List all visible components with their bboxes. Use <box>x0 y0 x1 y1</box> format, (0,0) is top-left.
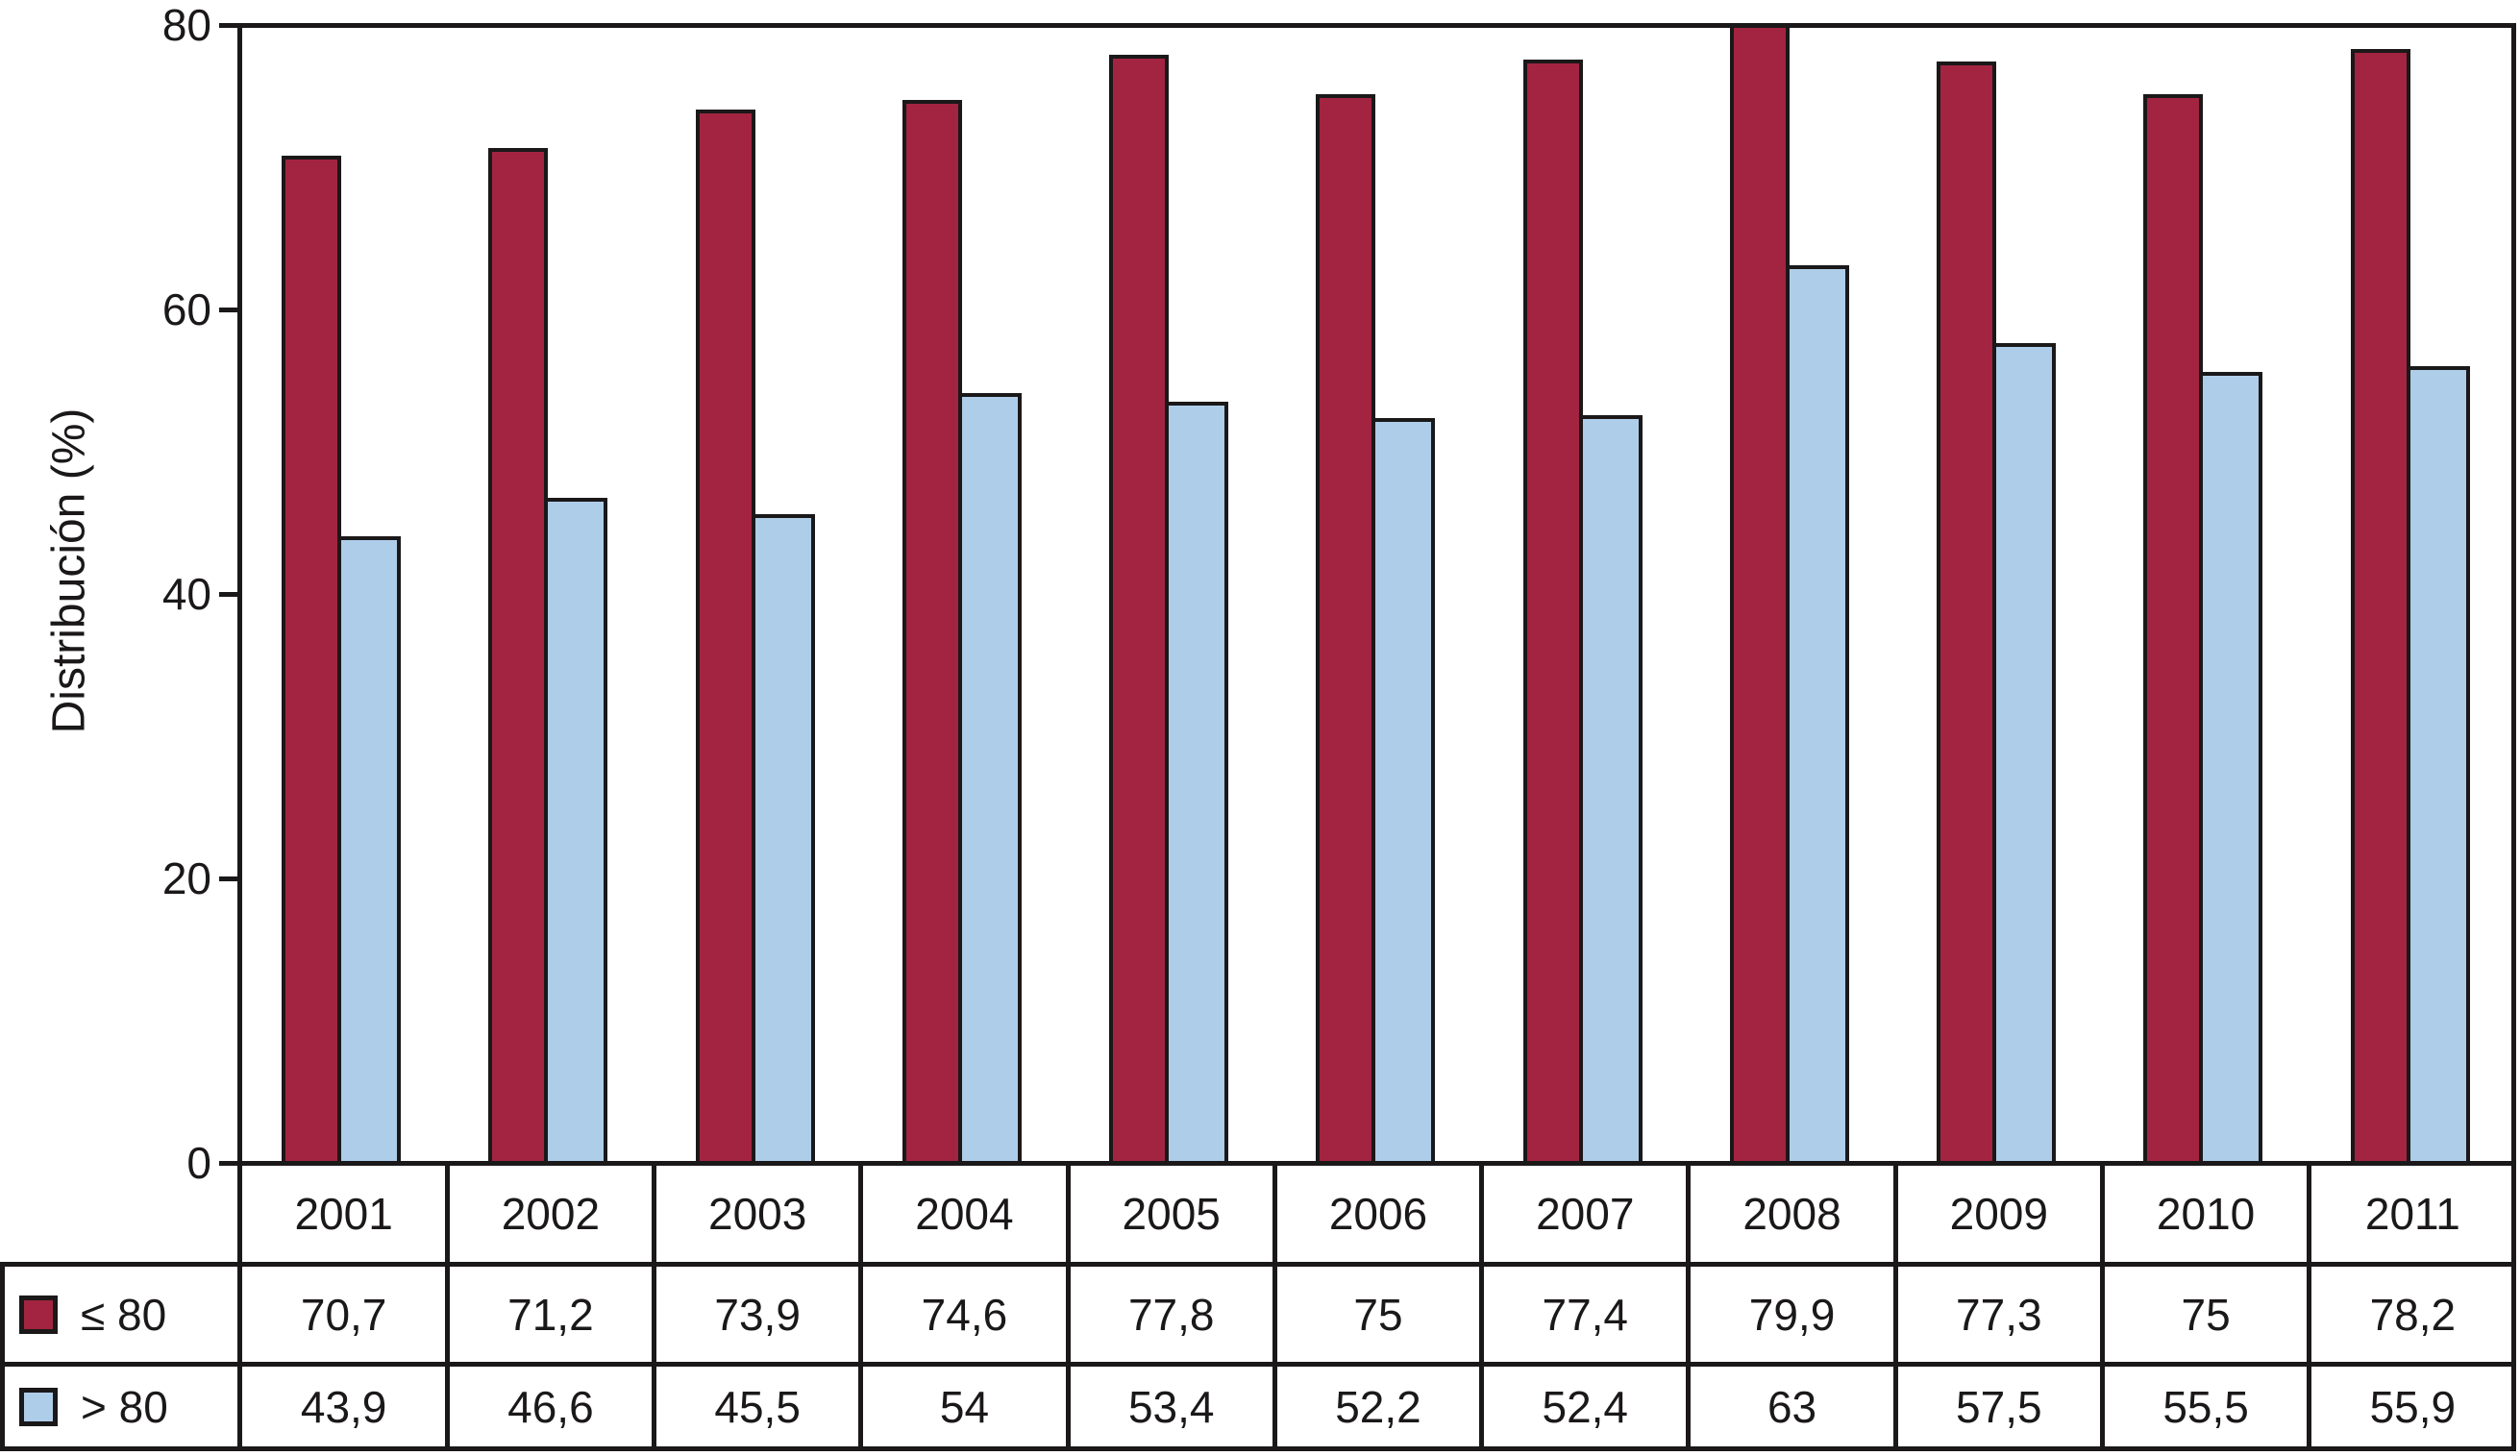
year-header-cell: 2005 <box>1122 1189 1221 1239</box>
table-column-line <box>858 1161 864 1451</box>
bar-2011-le80 <box>2350 48 2410 1161</box>
y-axis-tick-label: 60 <box>161 284 211 334</box>
bar-2010-le80 <box>2143 94 2204 1161</box>
legend-cell-le80: ≤ 80 <box>5 1267 240 1362</box>
bar-2011-gt80 <box>2409 365 2470 1161</box>
table-left-border <box>0 1262 5 1451</box>
bar-2005-gt80 <box>1169 401 1229 1161</box>
bar-2008-le80 <box>1729 24 1790 1161</box>
y-axis-tick-label: 40 <box>161 569 211 619</box>
value-cell: 75 <box>1353 1289 1403 1340</box>
y-axis-tick <box>219 876 237 881</box>
value-cell: 46,6 <box>507 1381 594 1432</box>
year-header-cell: 2001 <box>294 1189 393 1239</box>
bar-2001-le80 <box>282 155 341 1161</box>
value-cell: 55,9 <box>2369 1381 2457 1432</box>
year-header-cell: 2006 <box>1328 1189 1428 1239</box>
y-axis-tick <box>219 1161 237 1166</box>
table-bottom-line <box>0 1446 2516 1451</box>
bar-2001-gt80 <box>341 536 401 1161</box>
year-header-cell: 2010 <box>2156 1189 2256 1239</box>
table-column-line <box>444 1161 450 1451</box>
legend-cell-gt80: > 80 <box>5 1367 240 1446</box>
table-column-line <box>1272 1161 1277 1451</box>
y-axis-tick <box>219 308 237 312</box>
bar-2007-le80 <box>1522 60 1583 1161</box>
y-axis-tick-label: 80 <box>161 0 211 50</box>
table-column-line <box>1065 1161 1071 1451</box>
value-cell: 74,6 <box>921 1289 1008 1340</box>
value-cell: 71,2 <box>507 1289 594 1340</box>
value-cell: 78,2 <box>2369 1289 2457 1340</box>
bar-2002-gt80 <box>548 498 608 1161</box>
value-cell: 63 <box>1766 1381 1817 1432</box>
plot-top-border <box>237 23 2516 28</box>
bar-2009-gt80 <box>1996 343 2057 1161</box>
table-column-line <box>2099 1161 2105 1451</box>
value-cell: 77,8 <box>1127 1289 1215 1340</box>
bar-2002-le80 <box>488 148 549 1161</box>
bar-2010-gt80 <box>2203 371 2263 1161</box>
value-cell: 45,5 <box>714 1381 801 1432</box>
y-axis-tick <box>219 23 237 28</box>
y-axis-tick <box>219 592 237 597</box>
year-header-cell: 2003 <box>707 1189 807 1239</box>
value-cell: 73,9 <box>714 1289 801 1340</box>
table-column-line <box>652 1161 657 1451</box>
bar-2004-gt80 <box>961 392 1022 1161</box>
value-cell: 52,2 <box>1335 1381 1421 1432</box>
legend-label: ≤ 80 <box>81 1289 167 1340</box>
year-header-cell: 2009 <box>1949 1189 2048 1239</box>
bar-2004-le80 <box>902 99 962 1161</box>
table-column-line <box>1892 1161 1898 1451</box>
legend-swatch-gt80 <box>19 1387 58 1426</box>
value-cell: 77,3 <box>1956 1289 2042 1340</box>
value-cell: 75 <box>2181 1289 2231 1340</box>
bar-2008-gt80 <box>1789 264 1849 1161</box>
value-cell: 57,5 <box>1956 1381 2042 1432</box>
x-axis-line <box>237 1161 2516 1166</box>
plot-right-border <box>2511 23 2516 1451</box>
value-cell: 77,4 <box>1542 1289 1629 1340</box>
value-cell: 79,9 <box>1748 1289 1836 1340</box>
value-cell: 43,9 <box>300 1381 387 1432</box>
table-column-line <box>2307 1161 2312 1451</box>
bar-2003-le80 <box>695 110 755 1161</box>
table-row-line <box>0 1362 2516 1367</box>
value-cell: 53,4 <box>1127 1381 1215 1432</box>
value-cell: 55,5 <box>2162 1381 2249 1432</box>
bar-2006-le80 <box>1316 94 1376 1161</box>
table-row-line <box>0 1262 2516 1267</box>
y-axis-tick-label: 20 <box>161 853 211 903</box>
table-column-line <box>1479 1161 1485 1451</box>
year-header-cell: 2008 <box>1742 1189 1841 1239</box>
legend-swatch-le80 <box>19 1295 58 1334</box>
bar-2009-le80 <box>1937 61 1997 1161</box>
year-header-cell: 2004 <box>915 1189 1014 1239</box>
legend-label: > 80 <box>81 1381 168 1432</box>
y-axis-line <box>237 23 242 1451</box>
bar-2003-gt80 <box>754 513 815 1161</box>
value-cell: 70,7 <box>300 1289 387 1340</box>
bar-2005-le80 <box>1109 54 1170 1161</box>
year-header-cell: 2007 <box>1536 1189 1635 1239</box>
bar-2006-gt80 <box>1375 418 1436 1161</box>
bar-2007-gt80 <box>1582 415 1643 1161</box>
table-column-line <box>1686 1161 1692 1451</box>
year-header-cell: 2011 <box>2364 1189 2460 1239</box>
year-header-cell: 2002 <box>501 1189 601 1239</box>
value-cell: 52,4 <box>1542 1381 1629 1432</box>
value-cell: 54 <box>939 1381 990 1432</box>
y-axis-tick-label: 0 <box>186 1138 211 1188</box>
